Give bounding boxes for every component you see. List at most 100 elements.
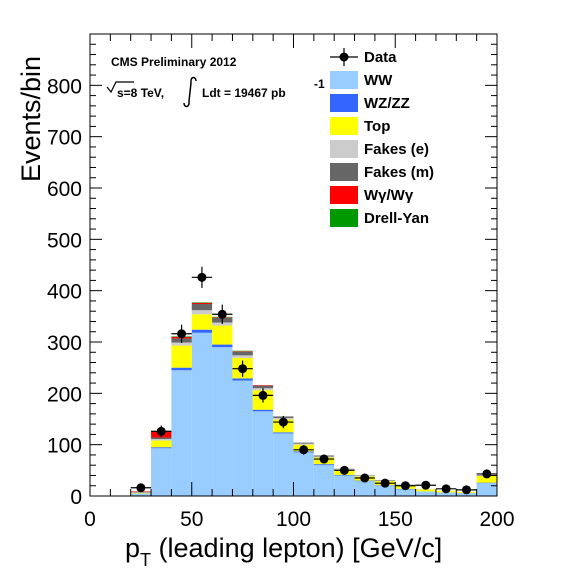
bar-w-w--bin-5 <box>191 302 213 305</box>
y-axis-title: Events/bin <box>16 56 46 182</box>
data-point <box>238 364 248 374</box>
bar-fakes-m--bin-10 <box>293 442 314 444</box>
legend-label-top: Top <box>364 118 390 135</box>
bar-fakes-m--bin-8 <box>252 385 274 389</box>
bar-ww-bin-7 <box>232 380 253 496</box>
legend-swatch-drell-yan <box>330 209 358 227</box>
bar-ww-bin-18 <box>456 492 477 496</box>
bar-ww-bin-12 <box>334 475 355 496</box>
bar-ww-bin-8 <box>252 411 274 496</box>
bar-fakes-e--bin-4 <box>171 342 192 346</box>
legend-data-marker <box>339 52 349 62</box>
bar-wz-zz-bin-12 <box>334 474 355 476</box>
bar-ww-bin-15 <box>395 489 416 496</box>
data-point <box>278 417 288 427</box>
bar-ww-bin-9 <box>273 433 294 496</box>
bar-top-bin-4 <box>171 345 192 368</box>
luminosity-exponent: -1 <box>314 77 325 91</box>
legend-label-fakes-m-: Fakes (m) <box>364 164 434 181</box>
bar-wz-zz-bin-5 <box>191 329 213 333</box>
x-tick-label: 200 <box>479 508 514 531</box>
energy-label: s=8 TeV, <box>117 86 164 100</box>
legend-label-w-w-: Wγ/Wγ <box>364 187 414 204</box>
data-point <box>299 445 309 455</box>
legend-swatch-w-w- <box>330 186 358 204</box>
data-point <box>482 469 492 479</box>
y-tick-label: 200 <box>47 383 82 406</box>
legend: Data WW WZ/ZZ Top Fakes (e) Fakes (m) Wγ/Wγ Dre… <box>330 48 434 227</box>
data-point <box>400 481 410 491</box>
data-point <box>461 485 471 495</box>
bar-ww-bin-13 <box>354 481 375 496</box>
bar-fakes-e--bin-3 <box>151 439 172 441</box>
bar-fakes-e--bin-7 <box>232 355 253 358</box>
y-tick-label: 800 <box>47 75 82 98</box>
bar-fakes-m--bin-3 <box>151 437 172 440</box>
bar-wz-zz-bin-9 <box>273 432 294 434</box>
data-point <box>380 478 390 488</box>
bar-ww-bin-6 <box>212 347 233 496</box>
y-tick-label: 0 <box>70 486 82 509</box>
data-point <box>339 465 349 475</box>
bar-w-w--bin-7 <box>232 351 253 352</box>
sqrt-symbol-icon <box>106 81 134 94</box>
cms-preliminary-label: CMS Preliminary 2012 <box>111 55 237 69</box>
bar-ww-bin-10 <box>293 452 314 496</box>
bar-fakes-e--bin-6 <box>212 322 233 326</box>
data-point <box>319 454 329 464</box>
bar-top-bin-3 <box>151 440 172 448</box>
axis-ticks <box>89 33 498 497</box>
bar-drell-yan-bin-7 <box>232 350 253 352</box>
bar-ww-bin-11 <box>313 465 335 496</box>
y-tick-label: 400 <box>47 281 82 304</box>
bar-wz-zz-bin-8 <box>252 409 274 412</box>
legend-swatch-ww <box>330 71 358 89</box>
bar-drell-yan-bin-5 <box>191 302 213 303</box>
y-tick-label: 100 <box>47 435 82 458</box>
bar-w-w--bin-8 <box>252 385 274 386</box>
bar-fakes-e--bin-10 <box>293 443 314 445</box>
bar-wz-zz-bin-19 <box>476 482 497 484</box>
legend-label-drell-yan: Drell-Yan <box>364 210 429 227</box>
bar-fakes-e--bin-5 <box>191 310 213 315</box>
x-axis-title: pT (leading lepton) [GeV/c] <box>125 533 442 570</box>
data-point <box>258 390 268 400</box>
axis-tick-labels: 0 50 100 150 200 0 100 200 300 400 500 600 700 800 <box>47 75 515 531</box>
x-tick-label: 50 <box>180 508 203 531</box>
data-point <box>441 484 451 494</box>
data-point <box>421 480 431 490</box>
legend-label-ww: WW <box>364 72 393 89</box>
x-tick-label: 0 <box>84 508 96 531</box>
legend-swatch-fakes-m- <box>330 163 358 181</box>
data-points <box>130 266 497 495</box>
legend-swatch-wz-zz <box>330 94 358 112</box>
data-point <box>156 426 166 436</box>
bar-fakes-m--bin-7 <box>232 351 253 356</box>
bar-ww-bin-4 <box>171 370 192 496</box>
bar-ww-bin-14 <box>374 485 396 496</box>
bar-ww-bin-17 <box>435 492 457 496</box>
y-tick-label: 700 <box>47 127 82 150</box>
bar-top-bin-19 <box>476 475 497 483</box>
bar-ww-bin-16 <box>415 491 436 496</box>
bar-fakes-m--bin-5 <box>191 304 213 311</box>
data-point <box>136 483 146 493</box>
integral-symbol-icon <box>183 76 197 108</box>
bar-wz-zz-bin-3 <box>151 447 172 449</box>
legend-label-data: Data <box>364 49 397 66</box>
legend-swatch-fakes-e- <box>330 140 358 158</box>
bar-top-bin-16 <box>415 489 436 492</box>
legend-swatch-top <box>330 117 358 135</box>
legend-label-fakes-e-: Fakes (e) <box>364 141 429 158</box>
bar-fakes-e--bin-2 <box>130 492 152 493</box>
y-tick-label: 600 <box>47 178 82 201</box>
y-tick-label: 300 <box>47 332 82 355</box>
y-tick-label: 500 <box>47 229 82 252</box>
bar-ww-bin-5 <box>191 332 213 496</box>
bar-wz-zz-bin-6 <box>212 344 233 348</box>
bar-top-bin-5 <box>191 314 213 330</box>
bar-ww-bin-19 <box>476 483 497 496</box>
data-point <box>217 309 227 319</box>
x-tick-label: 100 <box>276 508 311 531</box>
